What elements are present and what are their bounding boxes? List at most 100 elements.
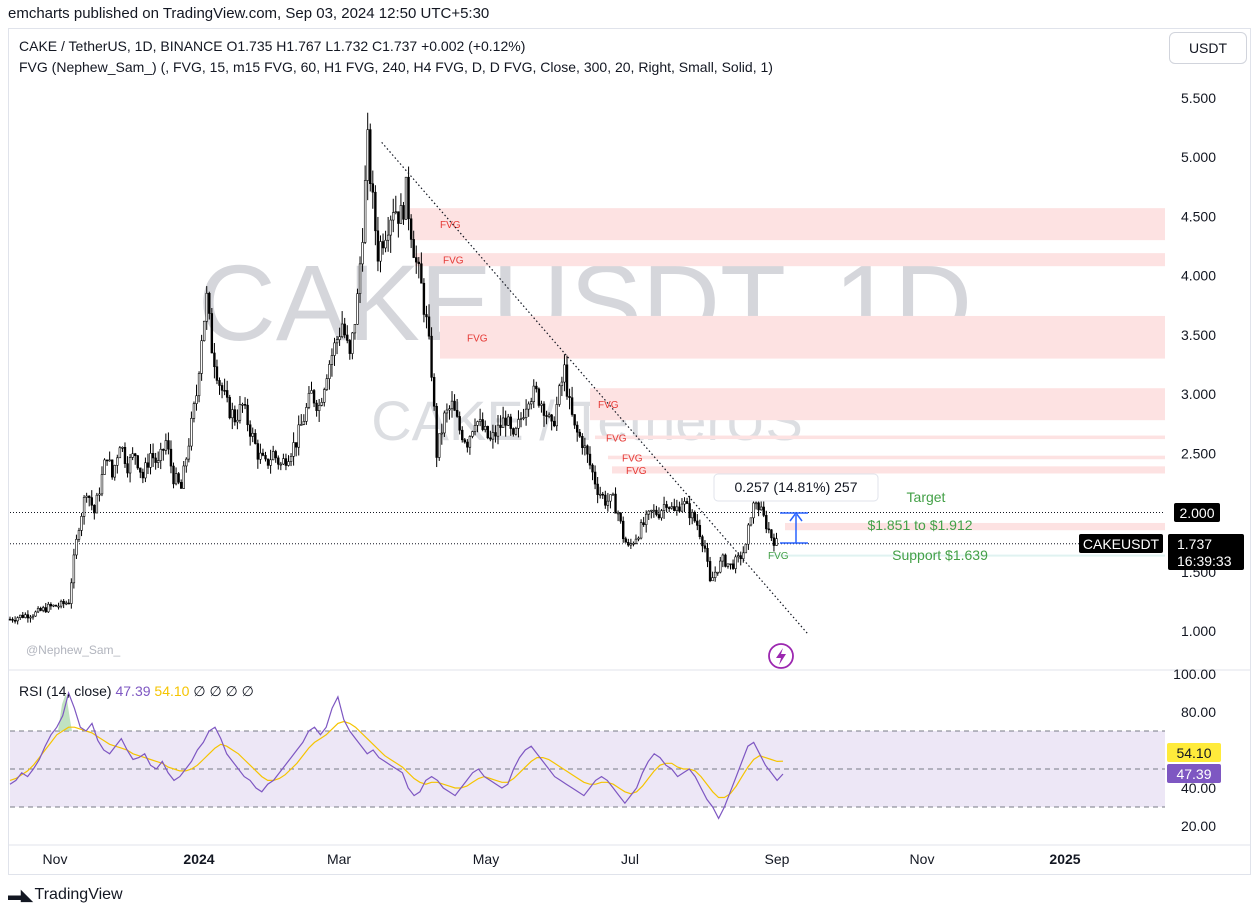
fvg-zone [415,253,1165,267]
symbol-legend[interactable]: CAKE / TetherUS, 1D, BINANCE O1.735 H1.7… [19,38,526,54]
fvg-label: FVG [606,433,627,444]
candle-body [42,607,45,611]
candle-body [238,404,242,421]
candle-body [657,514,661,519]
candle-body [644,513,648,526]
svg-text:CAKEUSDT: CAKEUSDT [1083,536,1160,552]
time-tick-label: May [473,851,499,867]
candle-body [450,400,454,410]
candle-body [438,433,441,458]
candle-body [734,556,737,569]
candle-body [522,417,525,419]
candle-body [440,432,443,435]
candle-body [141,471,145,479]
rsi-tick-label: 40.00 [1181,780,1216,796]
candle-body [307,392,311,408]
candle-body [647,510,650,515]
candle-body [164,440,168,451]
fvg-zone [612,466,1165,474]
candle-body [328,364,331,379]
candle-body [185,458,188,467]
candle-body [169,448,173,467]
candle-body [287,461,290,466]
candle-body [179,481,183,489]
candle-body [392,212,395,221]
rsi-legend[interactable]: RSI (14, close) 47.39 54.10 ∅ ∅ ∅ ∅ [19,683,254,700]
fvg-zone [608,455,1165,460]
candle-body [197,373,201,397]
candle-body [435,405,438,458]
candle-body [248,424,252,437]
footer-brand[interactable]: ▬◣ TradingView [8,886,123,904]
candle-body [665,504,668,508]
candle-body [279,463,283,466]
candle-body [105,459,109,462]
trendline[interactable] [381,141,809,635]
candle-body [358,263,362,294]
candle-body [708,561,712,582]
candle-body [386,234,390,241]
candle-body [16,617,19,622]
candle-body [289,456,293,462]
candle-body [118,447,122,459]
candle-body [376,230,380,262]
candle-body [716,571,719,574]
candle-body [650,509,653,512]
time-tick-label: Sep [765,851,790,867]
candle-body [432,377,436,407]
candle-body [223,390,226,392]
candle-body [374,191,377,232]
candle-body [131,453,134,458]
candle-body [420,263,423,284]
candle-body [67,602,70,605]
candle-body [70,582,73,604]
rsi-overbought-fill [58,693,72,731]
candle-body [325,378,329,390]
currency-button[interactable]: USDT [1169,32,1247,64]
candle-body [323,389,326,403]
candle-body [82,497,86,517]
candle-body [565,364,569,397]
candle-body [494,432,497,437]
candle-body [195,395,198,404]
candle-body [65,602,68,605]
indicator-legend[interactable]: FVG (Nephew_Sam_) (, FVG, 15, m15 FVG, 6… [19,59,773,75]
candle-body [174,473,178,485]
candle-body [550,414,553,422]
candle-body [693,511,696,522]
candle-body [381,241,385,249]
candle-body [601,493,604,496]
candle-body [591,464,594,473]
candle-body [399,205,403,224]
candle-body [496,424,500,437]
fvg-label: FVG [768,551,789,562]
candle-body [509,416,512,429]
candle-body [501,417,505,428]
candle-body [133,453,137,456]
candle-body [752,502,755,519]
candle-body [532,385,535,402]
candle-body [213,352,216,368]
candle-body [489,437,492,440]
measure-annotation[interactable]: 0.257 (14.81%) 257 [713,473,879,544]
candle-body [667,507,671,509]
candle-body [208,292,211,314]
lightning-icon[interactable] [768,643,794,669]
svg-text:47.39: 47.39 [1176,766,1211,782]
candle-body [233,409,237,423]
candle-body [312,390,316,404]
target-label: Target [907,489,946,505]
candle-body [484,426,487,430]
tradingview-logo-icon: ▬◣ [8,887,33,904]
candle-body [151,453,155,459]
rsi-legend-extras: ∅ ∅ ∅ ∅ [193,683,254,699]
candle-body [8,618,12,621]
candle-body [300,424,303,426]
candle-body [220,385,224,391]
candle-body [335,339,339,344]
candle-body [85,495,88,498]
time-axis[interactable]: Nov 2024 Mar May Jul Sep Nov 2025 [43,851,1081,867]
candle-body [767,528,771,531]
